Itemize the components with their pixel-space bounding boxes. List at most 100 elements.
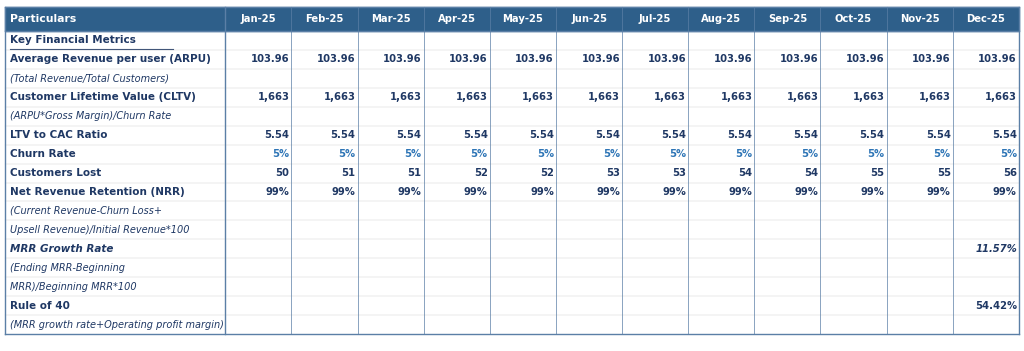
Text: 99%: 99%: [663, 187, 686, 197]
Bar: [5, 315, 1024, 334]
Text: Churn Rate: Churn Rate: [10, 149, 76, 159]
Bar: [755, 7, 820, 31]
Text: 52: 52: [474, 168, 487, 178]
Text: Apr-25: Apr-25: [437, 14, 476, 24]
Text: 1,663: 1,663: [522, 92, 554, 102]
Text: 99%: 99%: [464, 187, 487, 197]
Text: 99%: 99%: [728, 187, 753, 197]
Bar: [5, 145, 1024, 164]
Text: 5.54: 5.54: [859, 130, 885, 140]
Text: 5.54: 5.54: [331, 130, 355, 140]
Bar: [424, 7, 489, 31]
Text: 103.96: 103.96: [846, 54, 885, 64]
Text: 103.96: 103.96: [251, 54, 290, 64]
Text: 54: 54: [804, 168, 818, 178]
Text: 99%: 99%: [530, 187, 554, 197]
Text: 103.96: 103.96: [714, 54, 753, 64]
Text: 55: 55: [937, 168, 950, 178]
Bar: [5, 258, 1024, 277]
Text: 5.54: 5.54: [529, 130, 554, 140]
Bar: [292, 7, 357, 31]
Text: Net Revenue Retention (NRR): Net Revenue Retention (NRR): [10, 187, 185, 197]
Bar: [5, 164, 1024, 183]
Text: 11.57%: 11.57%: [975, 244, 1017, 254]
Text: 51: 51: [408, 168, 422, 178]
Text: 103.96: 103.96: [450, 54, 487, 64]
Text: 5.54: 5.54: [463, 130, 487, 140]
Text: 5.54: 5.54: [396, 130, 422, 140]
Bar: [688, 7, 755, 31]
Text: 50: 50: [275, 168, 290, 178]
Text: 5.54: 5.54: [264, 130, 290, 140]
Text: MRR)/Beginning MRR*100: MRR)/Beginning MRR*100: [10, 282, 137, 292]
Text: Customers Lost: Customers Lost: [10, 168, 101, 178]
Text: 55: 55: [870, 168, 885, 178]
Text: 51: 51: [341, 168, 355, 178]
Text: 99%: 99%: [927, 187, 950, 197]
Text: 5.54: 5.54: [595, 130, 621, 140]
Text: 99%: 99%: [795, 187, 818, 197]
Text: MRR Growth Rate: MRR Growth Rate: [10, 244, 114, 254]
Bar: [5, 31, 1024, 50]
Text: Feb-25: Feb-25: [305, 14, 344, 24]
Text: 1,663: 1,663: [853, 92, 885, 102]
Text: 5%: 5%: [471, 149, 487, 159]
Text: 5%: 5%: [404, 149, 422, 159]
Text: 54: 54: [738, 168, 753, 178]
Text: 5.54: 5.54: [926, 130, 950, 140]
Text: Customer Lifetime Value (CLTV): Customer Lifetime Value (CLTV): [10, 92, 197, 102]
Bar: [225, 7, 292, 31]
Text: 5%: 5%: [537, 149, 554, 159]
Text: 53: 53: [606, 168, 621, 178]
Text: 1,663: 1,663: [985, 92, 1017, 102]
Text: 5%: 5%: [802, 149, 818, 159]
Bar: [5, 50, 1024, 69]
Text: Jul-25: Jul-25: [639, 14, 672, 24]
Text: 99%: 99%: [397, 187, 422, 197]
Bar: [5, 277, 1024, 296]
Bar: [5, 107, 1024, 126]
Text: 1,663: 1,663: [324, 92, 355, 102]
Text: Average Revenue per user (ARPU): Average Revenue per user (ARPU): [10, 54, 211, 64]
Bar: [5, 220, 1024, 239]
Text: 5%: 5%: [934, 149, 950, 159]
Text: 5%: 5%: [735, 149, 753, 159]
Text: 5%: 5%: [272, 149, 290, 159]
Text: 1,663: 1,663: [786, 92, 818, 102]
Bar: [5, 69, 1024, 88]
Text: 54.42%: 54.42%: [975, 301, 1017, 311]
Text: 1,663: 1,663: [390, 92, 422, 102]
Text: (Total Revenue/Total Customers): (Total Revenue/Total Customers): [10, 73, 169, 83]
Text: Jun-25: Jun-25: [571, 14, 607, 24]
Bar: [489, 7, 556, 31]
Text: 103.96: 103.96: [383, 54, 422, 64]
Text: 56: 56: [1002, 168, 1017, 178]
Text: Particulars: Particulars: [10, 14, 77, 24]
Bar: [556, 7, 623, 31]
Text: 99%: 99%: [265, 187, 290, 197]
Text: 52: 52: [540, 168, 554, 178]
Text: Nov-25: Nov-25: [900, 14, 939, 24]
Bar: [5, 183, 1024, 201]
Text: 99%: 99%: [861, 187, 885, 197]
Bar: [5, 296, 1024, 315]
Text: 1,663: 1,663: [654, 92, 686, 102]
Bar: [5, 88, 1024, 107]
Text: (Current Revenue-Churn Loss+: (Current Revenue-Churn Loss+: [10, 206, 162, 216]
Text: May-25: May-25: [503, 14, 544, 24]
Bar: [623, 7, 688, 31]
Text: Jan-25: Jan-25: [241, 14, 276, 24]
Text: 103.96: 103.96: [515, 54, 554, 64]
Text: Rule of 40: Rule of 40: [10, 301, 70, 311]
Text: 5%: 5%: [999, 149, 1017, 159]
Text: 103.96: 103.96: [582, 54, 621, 64]
Text: 103.96: 103.96: [780, 54, 818, 64]
Text: 99%: 99%: [993, 187, 1017, 197]
Text: Oct-25: Oct-25: [835, 14, 872, 24]
Text: Dec-25: Dec-25: [967, 14, 1006, 24]
Text: 103.96: 103.96: [912, 54, 950, 64]
Text: 103.96: 103.96: [978, 54, 1017, 64]
Text: 103.96: 103.96: [647, 54, 686, 64]
Text: 1,663: 1,663: [456, 92, 487, 102]
Text: 5%: 5%: [603, 149, 621, 159]
